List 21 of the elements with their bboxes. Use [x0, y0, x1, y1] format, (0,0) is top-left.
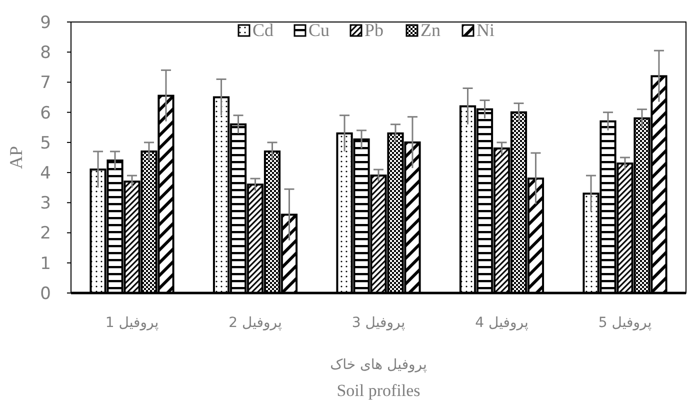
- y-tick-label: 9: [40, 12, 51, 33]
- y-tick-label: 8: [40, 43, 51, 64]
- legend-label: Ni: [476, 20, 494, 40]
- x-tick-label: پروفیل 3: [352, 315, 406, 331]
- y-tick-label: 7: [40, 73, 51, 94]
- y-tick-label: 1: [40, 254, 51, 274]
- x-tick-label: پروفیل 5: [598, 315, 652, 331]
- y-tick-label: 5: [40, 133, 51, 154]
- legend-label: Cd: [252, 20, 274, 40]
- x-tick-label: پروفیل 1: [105, 315, 159, 331]
- y-axis-title: AP: [6, 146, 26, 170]
- legend-label: Pb: [364, 20, 384, 40]
- y-tick-label: 4: [40, 164, 51, 184]
- y-tick-label: 2: [40, 224, 51, 244]
- y-tick-label: 3: [40, 194, 51, 214]
- legend-label: Cu: [308, 20, 330, 40]
- y-tick-label: 0: [40, 284, 51, 304]
- x-tick-label: پروفیل 2: [228, 315, 282, 331]
- x-tick-label: پروفیل 4: [475, 315, 528, 331]
- legend-label: Zn: [420, 20, 440, 40]
- y-tick-label: 6: [40, 103, 51, 124]
